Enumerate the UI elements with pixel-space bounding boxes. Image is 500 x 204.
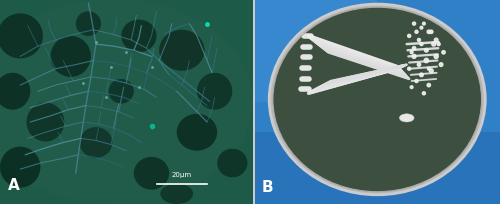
- Ellipse shape: [159, 31, 204, 71]
- Point: [102, 96, 110, 100]
- Point: [432, 39, 440, 42]
- Point: [432, 55, 440, 59]
- Point: [425, 31, 433, 34]
- Text: B: B: [262, 179, 274, 194]
- Point: [418, 43, 426, 47]
- Point: [422, 60, 430, 63]
- Ellipse shape: [134, 157, 169, 190]
- Point: [412, 80, 420, 83]
- Point: [415, 64, 423, 67]
- Point: [418, 27, 426, 30]
- Point: [437, 64, 445, 67]
- Ellipse shape: [0, 14, 43, 59]
- Point: [410, 55, 418, 59]
- Ellipse shape: [177, 114, 217, 151]
- Point: [428, 70, 436, 73]
- Point: [412, 31, 420, 34]
- Point: [408, 51, 416, 55]
- Point: [420, 23, 428, 26]
- Point: [410, 47, 418, 51]
- Ellipse shape: [80, 128, 112, 158]
- Point: [122, 51, 130, 55]
- Point: [135, 86, 143, 89]
- Point: [80, 82, 88, 85]
- Point: [148, 66, 156, 69]
- Ellipse shape: [50, 37, 91, 78]
- Ellipse shape: [160, 184, 193, 204]
- Ellipse shape: [76, 12, 101, 37]
- Point: [405, 68, 413, 71]
- Point: [425, 84, 433, 87]
- Ellipse shape: [217, 149, 248, 177]
- Bar: [254, 0, 378, 102]
- Ellipse shape: [269, 5, 486, 195]
- Point: [430, 43, 438, 47]
- Text: 20μm: 20μm: [172, 172, 192, 177]
- Point: [425, 68, 433, 71]
- Ellipse shape: [197, 73, 232, 110]
- Ellipse shape: [108, 80, 134, 104]
- Bar: [254, 133, 500, 204]
- Point: [420, 92, 428, 95]
- Point: [410, 23, 418, 26]
- Point: [415, 39, 423, 42]
- Ellipse shape: [26, 103, 64, 142]
- Ellipse shape: [0, 147, 40, 188]
- Text: A: A: [8, 177, 20, 192]
- Point: [408, 86, 416, 89]
- Point: [428, 31, 436, 34]
- Point: [440, 51, 448, 55]
- Ellipse shape: [0, 73, 30, 110]
- Point: [422, 49, 430, 53]
- Point: [92, 41, 100, 44]
- Ellipse shape: [400, 114, 414, 122]
- Point: [405, 35, 413, 38]
- Ellipse shape: [121, 20, 156, 53]
- Point: [418, 74, 426, 77]
- Point: [434, 43, 442, 47]
- Ellipse shape: [273, 8, 482, 192]
- Point: [107, 66, 115, 69]
- Ellipse shape: [0, 0, 252, 204]
